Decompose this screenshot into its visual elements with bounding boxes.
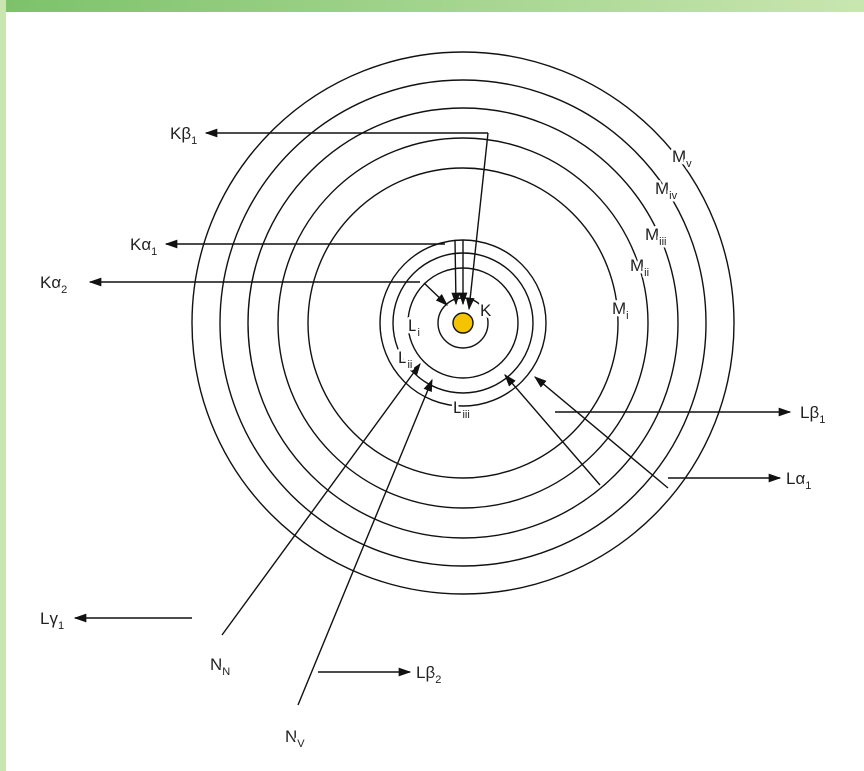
label-sub: iii <box>659 236 666 248</box>
label: Lα1 <box>786 469 811 492</box>
shell <box>277 137 649 509</box>
label: Lβ1 <box>800 403 825 426</box>
label-main: K <box>480 301 492 320</box>
label-main: Kα <box>130 235 151 254</box>
label-main: Lα <box>786 469 805 488</box>
label-sub: 1 <box>805 480 811 492</box>
label-main: N <box>210 655 222 674</box>
label: Kα2 <box>40 273 67 296</box>
labels: Kβ1Kα1Kα2Lβ1Lα1Lγ1Lβ2NNNVMvMivMiiiMiiMiK… <box>38 122 828 753</box>
label-sub: V <box>297 738 305 750</box>
label-main: Lβ <box>416 663 435 682</box>
nucleus <box>452 312 474 334</box>
label: Miv <box>655 179 678 202</box>
label-sub: i <box>417 327 419 339</box>
left-bar <box>0 0 6 771</box>
label-sub: iii <box>462 409 469 421</box>
label-main: Lγ <box>40 609 58 628</box>
arrows <box>73 128 792 706</box>
label-main: M <box>612 299 626 318</box>
top-bar <box>0 0 864 12</box>
label: Miii <box>645 225 667 248</box>
label-main: L <box>398 348 407 367</box>
label-sub: 1 <box>819 414 825 426</box>
label-main: Kα <box>40 273 61 292</box>
arrow <box>504 374 601 486</box>
label-main: N <box>285 727 297 746</box>
label: Mv <box>672 147 692 170</box>
label-sub: 1 <box>151 246 157 258</box>
label-sub: ii <box>644 267 649 279</box>
label-main: M <box>672 147 686 166</box>
arrow <box>221 362 421 636</box>
label: K <box>480 301 492 320</box>
label-sub: iv <box>669 190 677 202</box>
label: NN <box>210 655 230 678</box>
shell <box>247 107 679 539</box>
shell <box>307 167 619 479</box>
label-main: L <box>453 398 462 417</box>
label: Mii <box>630 256 649 279</box>
label-sub: N <box>222 666 230 678</box>
shell <box>219 79 707 567</box>
label-main: L <box>408 316 417 335</box>
label: Mi <box>612 299 629 322</box>
arrow <box>297 378 433 706</box>
shell <box>191 51 735 595</box>
arrow <box>465 132 489 311</box>
label: Lii <box>398 348 412 371</box>
label-sub: 1 <box>191 135 197 147</box>
label: Lγ1 <box>40 609 64 632</box>
label: Li <box>408 316 420 339</box>
label-sub: v <box>686 158 692 170</box>
label: Kβ1 <box>170 124 197 147</box>
label: Kα1 <box>130 235 157 258</box>
label-main: M <box>655 179 669 198</box>
label-sub: 2 <box>61 284 67 296</box>
label-main: Lβ <box>800 403 819 422</box>
label-sub: i <box>626 310 628 322</box>
label-main: M <box>630 256 644 275</box>
arrow <box>451 239 461 306</box>
label: NV <box>285 727 305 750</box>
label-main: M <box>645 225 659 244</box>
label: Lβ2 <box>416 663 441 686</box>
label: Liii <box>453 398 470 421</box>
label-sub: 2 <box>435 674 441 686</box>
arrow <box>534 376 669 489</box>
label-sub: ii <box>407 359 412 371</box>
label-sub: 1 <box>58 620 64 632</box>
arrow <box>423 282 448 306</box>
label-main: Kβ <box>170 124 191 143</box>
